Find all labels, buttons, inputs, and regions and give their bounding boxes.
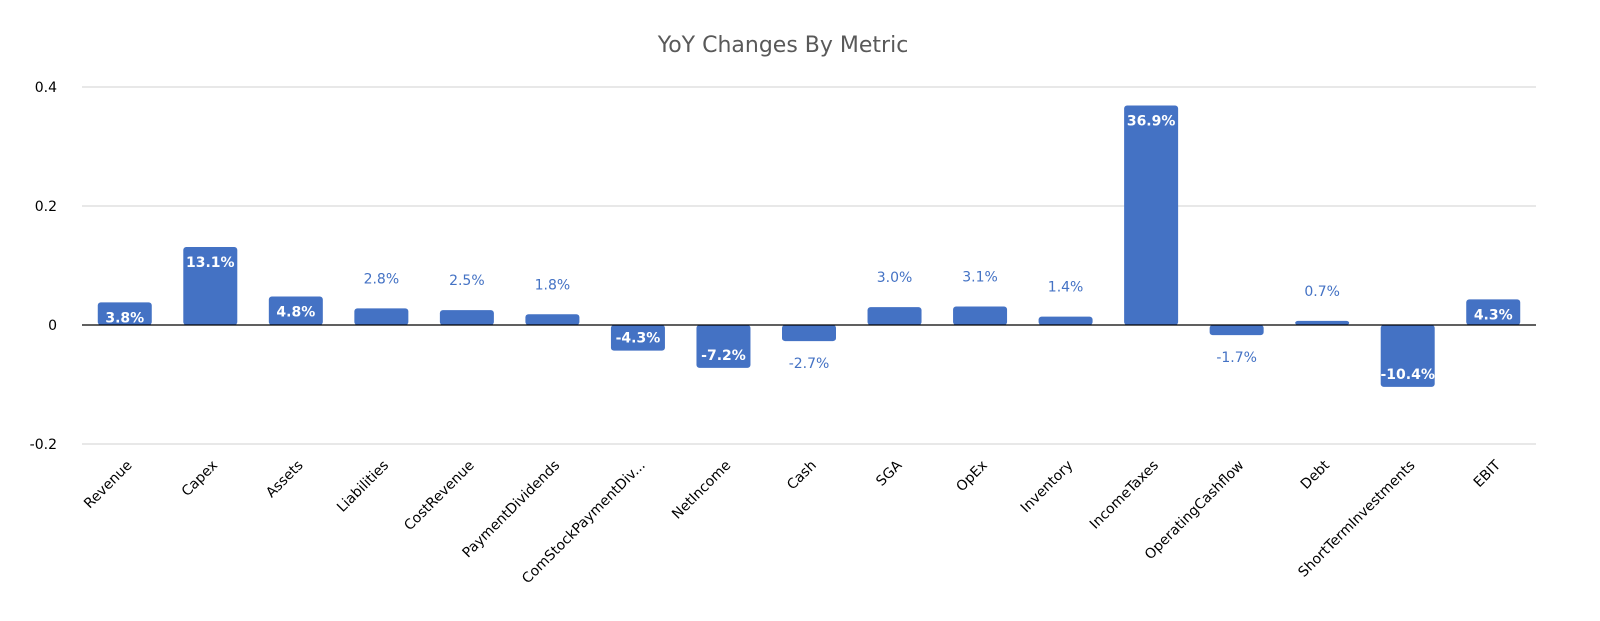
bar	[354, 308, 409, 325]
bar	[610, 325, 665, 351]
bar	[439, 310, 494, 325]
category-label: Cash	[784, 458, 820, 494]
data-label: 4.3%	[1474, 307, 1513, 323]
data-label: -1.7%	[1216, 350, 1257, 366]
category-label: EBIT	[1471, 457, 1505, 491]
bar	[525, 314, 580, 325]
category-label: Inventory	[1018, 458, 1077, 517]
bar	[1380, 325, 1435, 387]
category-label: CostRevenue	[401, 458, 477, 534]
data-label: 4.8%	[276, 304, 315, 320]
bar	[1295, 320, 1350, 325]
category-label: Assets	[263, 458, 307, 502]
bar	[782, 325, 836, 342]
category-label: Revenue	[81, 458, 135, 512]
category-label: NetIncome	[669, 458, 734, 523]
data-label: 0.7%	[1304, 284, 1340, 300]
data-label: 1.8%	[535, 277, 571, 293]
category-label: SGA	[873, 457, 905, 489]
bar	[1209, 325, 1264, 336]
bar	[97, 302, 152, 325]
category-label: PaymentDividends	[460, 458, 564, 562]
category-label: IncomeTaxes	[1087, 458, 1162, 533]
y-tick-label: 0.4	[35, 80, 57, 96]
category-label: OpEx	[953, 458, 991, 496]
data-label: -4.3%	[616, 331, 661, 347]
y-axis-ticks: -0.2 0 0.2 0.4	[30, 80, 57, 453]
bars	[97, 105, 1521, 387]
category-label: Liabilities	[334, 458, 392, 516]
bar	[183, 247, 238, 325]
bar	[1038, 316, 1093, 325]
bar	[268, 296, 323, 325]
y-tick-label: 0.2	[35, 199, 57, 215]
data-label: 2.8%	[364, 271, 400, 287]
data-label: -10.4%	[1381, 367, 1435, 383]
bar	[1124, 105, 1179, 325]
grid-lines	[82, 86, 1536, 445]
category-label: Capex	[179, 458, 221, 500]
category-labels: Revenue Capex Assets Liabilities CostRevenue…	[81, 457, 1504, 587]
data-label: -7.2%	[701, 348, 746, 364]
bar	[696, 325, 751, 368]
data-label: 3.1%	[962, 270, 998, 286]
chart-title: YoY Changes By Metric	[657, 33, 909, 58]
data-label: -2.7%	[789, 356, 830, 372]
data-label: 3.8%	[105, 310, 144, 326]
category-label: OperatingCashflow	[1142, 458, 1248, 564]
bar	[953, 306, 1008, 325]
data-labels: 3.8% 13.1% 4.8% 2.8% 2.5% 1.8% -4.3% -7.2% -2.7%…	[105, 113, 1512, 382]
data-label: 13.1%	[186, 255, 235, 271]
data-label: 1.4%	[1048, 280, 1084, 296]
y-tick-label: -0.2	[30, 437, 57, 453]
data-label: 36.9%	[1127, 113, 1176, 129]
data-label: 2.5%	[449, 273, 485, 289]
data-label: 3.0%	[877, 270, 913, 286]
bar	[867, 307, 922, 325]
category-label: Debt	[1298, 457, 1334, 493]
y-tick-label: 0	[48, 318, 57, 334]
bar	[1466, 299, 1521, 325]
